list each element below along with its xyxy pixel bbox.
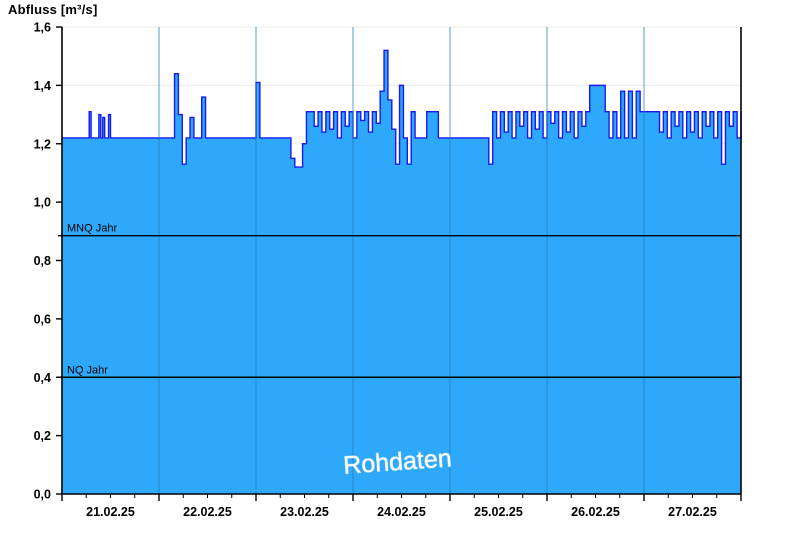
y-tick-label: 1,2 bbox=[34, 137, 51, 151]
series-line bbox=[62, 49, 742, 168]
x-tick-label: 21.02.25 bbox=[86, 505, 135, 519]
y-tick-label: 0,6 bbox=[34, 312, 51, 326]
y-axis-title: Abfluss [m³/s] bbox=[8, 2, 98, 17]
y-tick-label: 0,4 bbox=[34, 371, 51, 385]
y-tick-label: 1,6 bbox=[34, 21, 51, 35]
x-tick-label: 27.02.25 bbox=[668, 505, 717, 519]
x-tick-label: 26.02.25 bbox=[571, 505, 620, 519]
x-tick-label: 25.02.25 bbox=[474, 505, 523, 519]
reference-lines: MNQ Jahr NQ Jahr bbox=[58, 223, 741, 378]
vertical-day-gridlines bbox=[158, 27, 645, 494]
y-tick-label: 0,0 bbox=[34, 488, 51, 502]
x-tick-label: 22.02.25 bbox=[183, 505, 232, 519]
reference-line-label: MNQ Jahr bbox=[67, 223, 117, 235]
x-tick-label: 23.02.25 bbox=[280, 505, 329, 519]
y-tick-label: 1,0 bbox=[34, 196, 51, 210]
watermark-rohdaten: Rohdaten bbox=[342, 444, 452, 479]
x-tick-label: 24.02.25 bbox=[377, 505, 426, 519]
series-area-fill bbox=[62, 50, 741, 494]
y-tick-label: 1,4 bbox=[34, 79, 51, 93]
y-tick-label: 0,8 bbox=[34, 254, 51, 268]
y-axis: 0,0 0,2 0,4 0,6 0,8 1,0 1,2 1,4 1,6 bbox=[34, 21, 62, 502]
reference-line-label: NQ Jahr bbox=[67, 364, 108, 376]
x-axis: 21.02.25 22.02.25 23.02.25 24.02.25 25.02.25… bbox=[61, 494, 742, 519]
y-tick-label: 0,2 bbox=[34, 429, 51, 443]
